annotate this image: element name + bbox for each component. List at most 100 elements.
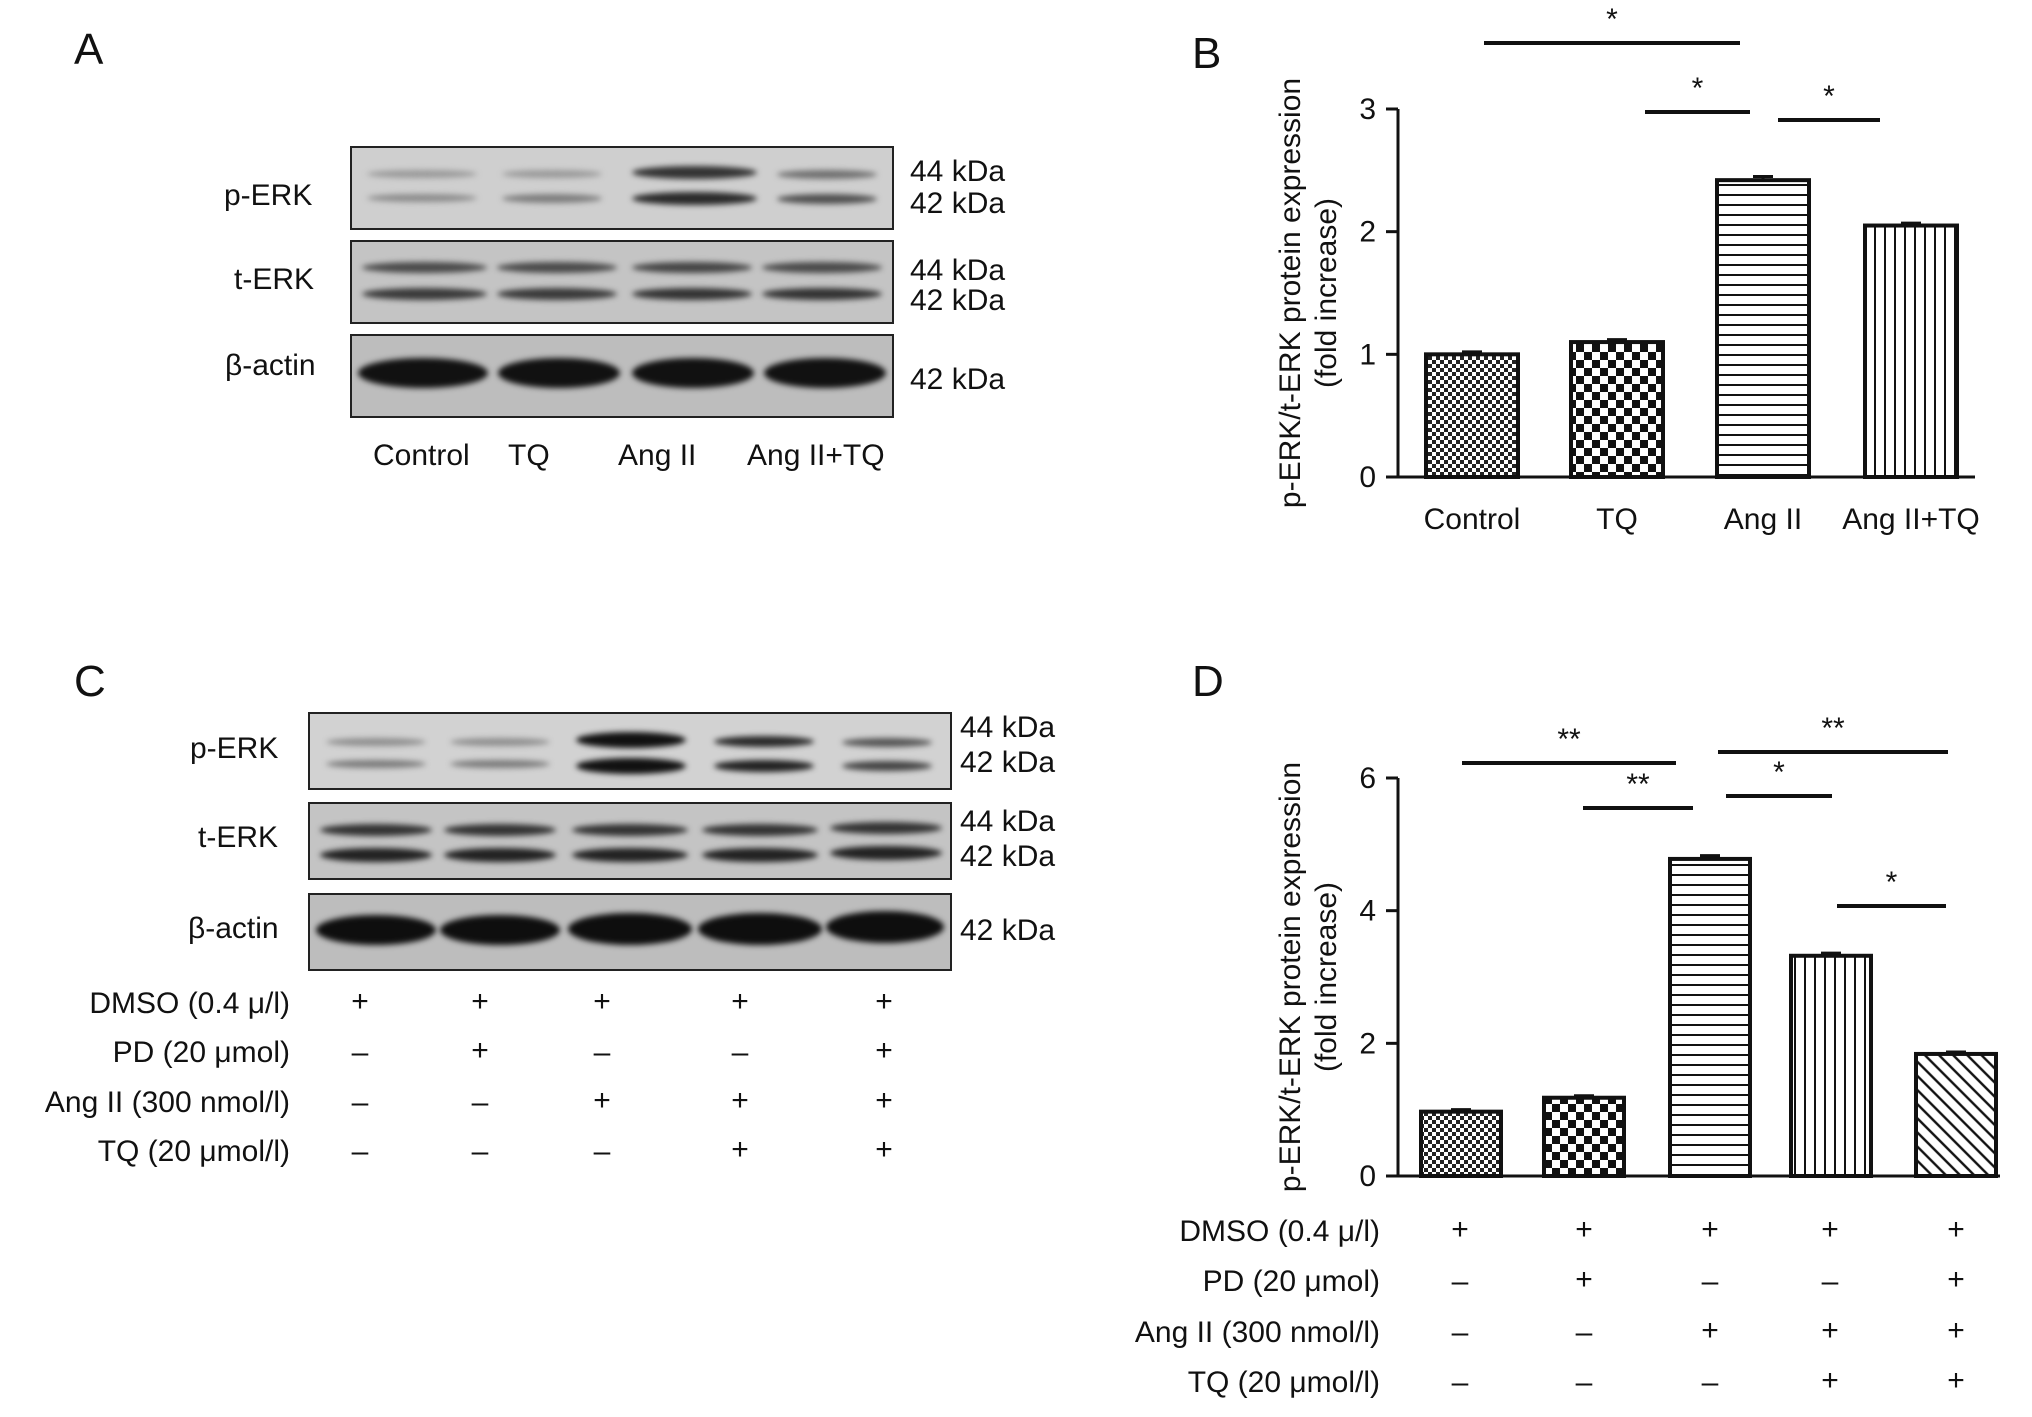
blot-a-row-label-terk: t-ERK (234, 263, 315, 296)
blot-a-perk (350, 146, 894, 230)
y-axis-label: (fold increase) (1310, 882, 1343, 1072)
y-tick-label: 6 (1359, 762, 1376, 795)
blot-c-kda-1: 44 kDa (960, 711, 1056, 744)
table-d-plus-mark: + (1821, 1364, 1839, 1397)
blot-c-kda-2: 42 kDa (960, 746, 1056, 779)
panel-letter-a: A (74, 25, 104, 74)
y-tick-label: 2 (1359, 216, 1376, 249)
table-d-plus-mark: + (1575, 1213, 1593, 1246)
x-tick-label: Control (1424, 503, 1521, 536)
table-d-plus-mark: + (1821, 1213, 1839, 1246)
bar (1569, 340, 1665, 480)
bar (1914, 1051, 1998, 1178)
blot-a-kda-2: 42 kDa (910, 187, 1006, 220)
table-c-plus-mark: + (875, 1034, 893, 1067)
table-d-plus-mark: + (1451, 1213, 1469, 1246)
y-tick-label: 1 (1359, 338, 1376, 371)
table-d-plus-mark: + (1947, 1263, 1965, 1296)
blot-a-kda-5: 42 kDa (910, 363, 1006, 396)
blot-c-row-label-terk: t-ERK (198, 821, 279, 854)
blot-c-actin (308, 893, 952, 971)
table-c-plus-mark: + (731, 985, 749, 1018)
y-tick-label: 0 (1359, 1160, 1376, 1193)
table-c-plus-mark: + (471, 985, 489, 1018)
table-c-row-label: PD (20 μmol) (112, 1036, 290, 1069)
x-tick-label: Ang II+TQ (1842, 503, 1980, 536)
table-d-minus-mark: – (1821, 1265, 1839, 1298)
x-tick-label: TQ (1596, 503, 1638, 536)
table-d-plus-mark: + (1947, 1314, 1965, 1347)
bar (1668, 856, 1752, 1179)
blot-a-lane-label: Control (373, 439, 470, 472)
y-axis-label: p-ERK/t-ERK protein expression (1274, 78, 1307, 508)
blot-a-lane-label: Ang II+TQ (747, 439, 885, 472)
y-axis-label: (fold increase) (1310, 198, 1343, 388)
y-tick-label: 3 (1359, 93, 1376, 126)
blot-a-kda-4: 42 kDa (910, 284, 1006, 317)
table-d-minus-mark: – (1701, 1265, 1719, 1298)
table-d-row-label: DMSO (0.4 μ/l) (1179, 1215, 1380, 1248)
table-d-plus-mark: + (1701, 1213, 1719, 1246)
blot-c-kda-5: 42 kDa (960, 914, 1056, 947)
table-c-plus-mark: + (731, 1084, 749, 1117)
bar (1419, 1109, 1503, 1178)
table-d-minus-mark: – (1451, 1265, 1469, 1298)
bar (1542, 1095, 1626, 1179)
panel-letter-c: C (74, 657, 106, 706)
table-c-minus-mark: – (351, 1135, 369, 1168)
table-c-plus-mark: + (593, 985, 611, 1018)
table-c-plus-mark: + (875, 1133, 893, 1166)
table-c-minus-mark: – (593, 1135, 611, 1168)
table-d-minus-mark: – (1575, 1366, 1593, 1399)
table-d-plus-mark: + (1947, 1364, 1965, 1397)
table-c-minus-mark: – (471, 1135, 489, 1168)
table-d-row-label: Ang II (300 nmol/l) (1134, 1316, 1380, 1349)
table-d-plus-mark: + (1947, 1213, 1965, 1246)
table-c-minus-mark: – (351, 1086, 369, 1119)
table-c-plus-mark: + (471, 1034, 489, 1067)
blot-c-kda-4: 42 kDa (960, 840, 1056, 873)
y-tick-label: 2 (1359, 1027, 1376, 1060)
panel-letter-d: D (1192, 657, 1224, 706)
table-d-minus-mark: – (1451, 1316, 1469, 1349)
blot-a-row-label-perk: p-ERK (224, 179, 313, 212)
table-c-plus-mark: + (351, 985, 369, 1018)
table-c-minus-mark: – (731, 1036, 749, 1069)
table-d-plus-mark: + (1821, 1314, 1839, 1347)
table-d-minus-mark: – (1701, 1366, 1719, 1399)
y-axis-label: p-ERK/t-ERK protein expression (1274, 762, 1307, 1192)
significance-marker: ** (1821, 712, 1845, 745)
table-c-minus-mark: – (351, 1036, 369, 1069)
table-c-plus-mark: + (731, 1133, 749, 1166)
table-d-plus-mark: + (1701, 1314, 1719, 1347)
blot-a-kda-3: 44 kDa (910, 254, 1006, 287)
blot-a-row-label-actin: β-actin (225, 349, 316, 382)
table-c-minus-mark: – (471, 1086, 489, 1119)
table-d-row-label: PD (20 μmol) (1202, 1265, 1380, 1298)
table-c-plus-mark: + (875, 1084, 893, 1117)
blot-a-terk (350, 240, 894, 324)
significance-marker: * (1773, 756, 1785, 789)
bar (1789, 953, 1873, 1178)
table-d-minus-mark: – (1575, 1316, 1593, 1349)
y-tick-label: 4 (1359, 895, 1376, 928)
significance-marker: ** (1626, 768, 1650, 801)
table-c-row-label: Ang II (300 nmol/l) (44, 1086, 290, 1119)
blot-a-lane-label: TQ (508, 439, 550, 472)
significance-marker: * (1823, 80, 1835, 113)
significance-marker: * (1692, 72, 1704, 105)
y-tick-label: 0 (1359, 461, 1376, 494)
table-c-minus-mark: – (593, 1036, 611, 1069)
significance-marker: * (1886, 866, 1898, 899)
panel-letter-b: B (1192, 29, 1222, 78)
significance-marker: * (1606, 3, 1618, 36)
table-c-row-label: DMSO (0.4 μ/l) (89, 987, 290, 1020)
blot-a-kda-1: 44 kDa (910, 155, 1006, 188)
table-c-plus-mark: + (875, 985, 893, 1018)
blot-c-terk (308, 802, 952, 880)
blot-c-row-label-perk: p-ERK (190, 732, 279, 765)
table-d-row-label: TQ (20 μmol/l) (1187, 1366, 1380, 1399)
bar (1715, 178, 1811, 479)
